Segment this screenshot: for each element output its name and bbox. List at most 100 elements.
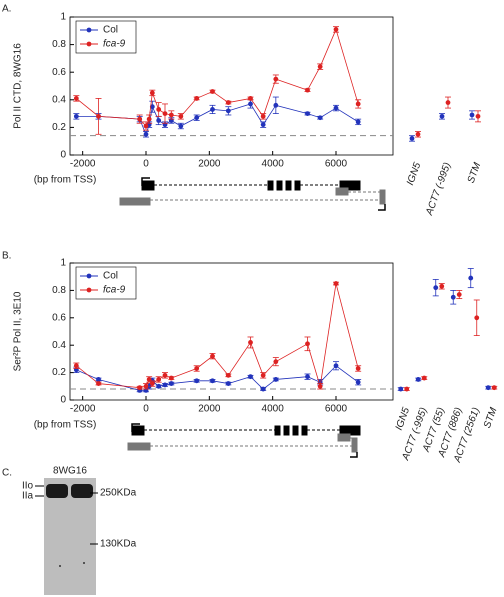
data-point <box>421 375 427 381</box>
data-point <box>439 113 445 119</box>
series-line <box>76 365 359 391</box>
data-point <box>474 315 480 321</box>
x-tick-label: 0 <box>143 404 149 415</box>
x-tick-label: 2000 <box>198 159 221 170</box>
data-point <box>305 111 310 116</box>
data-point <box>156 107 162 112</box>
x-tick-label: -2000 <box>70 404 96 415</box>
x-tick-label: 4000 <box>262 404 285 415</box>
data-point <box>73 113 79 119</box>
data-point <box>210 378 215 384</box>
data-point <box>433 285 439 291</box>
data-point <box>333 27 339 32</box>
x-tick-label: -2000 <box>70 159 96 170</box>
legend-label: fca-9 <box>103 39 126 50</box>
data-point <box>260 386 266 392</box>
data-point <box>162 111 168 116</box>
data-point <box>248 374 253 380</box>
legend-label: Col <box>103 271 118 282</box>
legend-label: Col <box>103 25 118 36</box>
legend-label: fca-9 <box>103 285 126 296</box>
data-point <box>168 112 174 118</box>
data-point <box>96 381 101 386</box>
category-label: STM <box>466 161 484 185</box>
data-point <box>225 108 231 114</box>
x-tick-label: 6000 <box>325 404 348 415</box>
data-point <box>260 113 266 119</box>
data-point <box>317 383 323 389</box>
x-axis-label: (bp from TSS) <box>34 175 97 186</box>
data-point <box>305 87 310 93</box>
y-tick-label: 0.6 <box>52 312 66 323</box>
data-point <box>225 372 231 378</box>
data-point <box>162 382 168 388</box>
y-tick-label: 1 <box>60 258 66 269</box>
panel-label: A. <box>2 4 11 15</box>
y-tick-label: 0.8 <box>52 285 66 296</box>
data-point <box>149 90 155 96</box>
gene-diagram <box>119 177 386 211</box>
data-point <box>355 379 361 385</box>
data-point <box>456 292 462 297</box>
data-point <box>415 377 421 382</box>
legend-marker <box>86 273 92 279</box>
x-axis-label: (bp from TSS) <box>34 420 97 431</box>
data-point <box>333 105 339 111</box>
data-point <box>248 101 253 107</box>
data-point <box>194 96 200 101</box>
data-point <box>260 122 266 128</box>
category-label: IGN5 <box>405 161 423 187</box>
y-tick-label: 0.2 <box>52 367 66 378</box>
data-point <box>317 64 323 70</box>
blot-antibody: 8WG16 <box>53 466 87 477</box>
legend-marker <box>86 287 92 293</box>
data-point <box>468 275 474 281</box>
data-point <box>156 383 162 389</box>
legend-marker <box>86 27 92 33</box>
data-point <box>143 383 149 389</box>
data-point <box>225 100 231 105</box>
y-tick-label: 0 <box>60 150 66 161</box>
data-point <box>491 385 497 391</box>
data-point <box>149 381 155 386</box>
marker-label: 130KDa <box>100 539 137 550</box>
y-tick-label: 0.6 <box>52 67 66 78</box>
data-point <box>210 353 215 359</box>
data-point <box>404 386 410 392</box>
data-point <box>168 375 174 381</box>
data-point <box>475 113 481 119</box>
data-point <box>273 377 279 382</box>
x-tick-label: 6000 <box>325 159 348 170</box>
data-point <box>178 123 184 129</box>
data-point <box>260 372 266 378</box>
panel-label: C. <box>2 468 12 479</box>
data-point <box>333 281 339 286</box>
data-point <box>210 89 215 94</box>
panel-label: B. <box>2 251 11 262</box>
y-tick-label: 0.4 <box>52 340 66 351</box>
data-point <box>194 366 200 371</box>
data-point <box>333 363 339 369</box>
y-tick-label: 0 <box>60 395 66 406</box>
x-tick-label: 4000 <box>262 159 285 170</box>
data-point <box>305 341 310 347</box>
data-point <box>194 115 200 121</box>
legend-marker <box>86 41 92 47</box>
data-point <box>137 116 143 122</box>
y-axis-label: Pol II CTD, 8WG16 <box>13 43 24 129</box>
data-point <box>73 363 79 369</box>
band-label: IIa <box>22 491 34 502</box>
data-point <box>210 107 215 112</box>
data-point <box>137 385 143 391</box>
y-tick-label: 0.8 <box>52 39 66 50</box>
data-point <box>445 100 451 105</box>
marker-label: 250KDa <box>100 488 137 499</box>
series-line <box>76 103 359 136</box>
data-point <box>409 136 415 141</box>
x-tick-label: 2000 <box>198 404 221 415</box>
plot-frame <box>69 16 394 156</box>
data-point <box>273 359 279 365</box>
legend-box <box>75 20 137 54</box>
category-label: STM <box>482 406 500 430</box>
